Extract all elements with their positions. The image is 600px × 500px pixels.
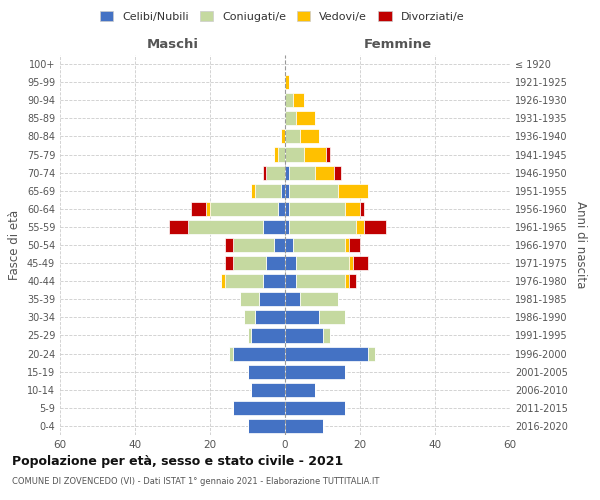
- Bar: [285, 112, 296, 126]
- Bar: [274, 238, 285, 252]
- Bar: [289, 220, 356, 234]
- Bar: [274, 148, 277, 162]
- Text: Popolazione per età, sesso e stato civile - 2021: Popolazione per età, sesso e stato civil…: [12, 455, 343, 468]
- Bar: [285, 166, 289, 179]
- Bar: [300, 292, 337, 306]
- Bar: [263, 274, 285, 288]
- Bar: [187, 220, 263, 234]
- Bar: [285, 401, 345, 415]
- Bar: [210, 202, 277, 216]
- Bar: [277, 148, 285, 162]
- Bar: [360, 202, 364, 216]
- Bar: [229, 346, 233, 360]
- Bar: [296, 274, 345, 288]
- Bar: [259, 292, 285, 306]
- Bar: [281, 130, 285, 143]
- Bar: [285, 364, 345, 378]
- Bar: [263, 220, 285, 234]
- Bar: [285, 148, 304, 162]
- Bar: [248, 328, 251, 342]
- Text: COMUNE DI ZOVENCEDO (VI) - Dati ISTAT 1° gennaio 2021 - Elaborazione TUTTITALIA.: COMUNE DI ZOVENCEDO (VI) - Dati ISTAT 1°…: [12, 478, 379, 486]
- Bar: [285, 328, 323, 342]
- Bar: [225, 256, 233, 270]
- Bar: [206, 202, 210, 216]
- Bar: [293, 238, 345, 252]
- Bar: [285, 382, 315, 397]
- Bar: [285, 256, 296, 270]
- Text: Maschi: Maschi: [146, 38, 199, 52]
- Bar: [233, 401, 285, 415]
- Bar: [353, 256, 367, 270]
- Bar: [255, 310, 285, 324]
- Bar: [349, 256, 353, 270]
- Bar: [251, 382, 285, 397]
- Bar: [326, 148, 330, 162]
- Bar: [225, 274, 263, 288]
- Bar: [285, 220, 289, 234]
- Bar: [289, 166, 315, 179]
- Y-axis label: Fasce di età: Fasce di età: [8, 210, 21, 280]
- Bar: [169, 220, 187, 234]
- Bar: [285, 310, 319, 324]
- Bar: [289, 202, 345, 216]
- Legend: Celibi/Nubili, Coniugati/e, Vedovi/e, Divorziati/e: Celibi/Nubili, Coniugati/e, Vedovi/e, Di…: [97, 8, 467, 25]
- Bar: [285, 292, 300, 306]
- Bar: [248, 364, 285, 378]
- Bar: [221, 274, 225, 288]
- Bar: [300, 130, 319, 143]
- Bar: [233, 238, 274, 252]
- Bar: [356, 220, 364, 234]
- Bar: [266, 256, 285, 270]
- Bar: [285, 130, 300, 143]
- Bar: [277, 202, 285, 216]
- Bar: [345, 238, 349, 252]
- Y-axis label: Anni di nascita: Anni di nascita: [574, 202, 587, 288]
- Bar: [349, 238, 360, 252]
- Bar: [281, 184, 285, 198]
- Bar: [367, 346, 375, 360]
- Bar: [345, 202, 360, 216]
- Bar: [315, 166, 334, 179]
- Bar: [345, 274, 349, 288]
- Bar: [251, 184, 255, 198]
- Bar: [285, 202, 289, 216]
- Bar: [296, 112, 315, 126]
- Bar: [233, 256, 266, 270]
- Bar: [319, 310, 345, 324]
- Bar: [296, 256, 349, 270]
- Bar: [244, 310, 255, 324]
- Bar: [248, 419, 285, 433]
- Bar: [304, 148, 326, 162]
- Text: Femmine: Femmine: [364, 38, 431, 52]
- Bar: [285, 184, 289, 198]
- Bar: [255, 184, 281, 198]
- Bar: [334, 166, 341, 179]
- Bar: [285, 274, 296, 288]
- Bar: [233, 346, 285, 360]
- Bar: [240, 292, 259, 306]
- Bar: [337, 184, 367, 198]
- Bar: [364, 220, 386, 234]
- Bar: [285, 419, 323, 433]
- Bar: [191, 202, 206, 216]
- Bar: [349, 274, 356, 288]
- Bar: [293, 93, 304, 108]
- Bar: [285, 346, 367, 360]
- Bar: [225, 238, 233, 252]
- Bar: [263, 166, 266, 179]
- Bar: [285, 93, 293, 108]
- Bar: [266, 166, 285, 179]
- Bar: [323, 328, 330, 342]
- Bar: [285, 75, 289, 89]
- Bar: [289, 184, 337, 198]
- Bar: [251, 328, 285, 342]
- Bar: [285, 238, 293, 252]
